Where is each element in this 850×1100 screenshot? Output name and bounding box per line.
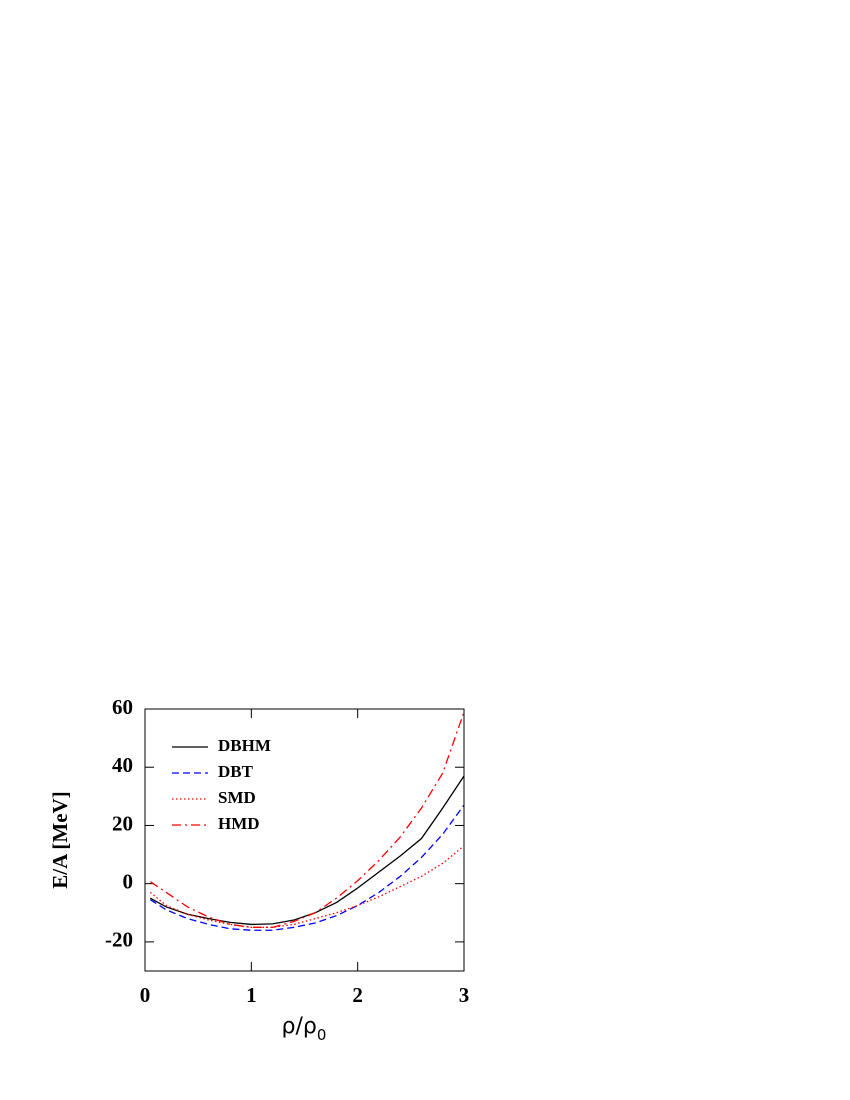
line-series [149,845,465,928]
y-tick-label: 40 [112,753,133,777]
legend-label: DBT [218,762,254,781]
y-tick-label: 0 [123,869,134,893]
legend-label: DBHM [218,736,271,755]
x-axis-label-main: ρ/ρ [282,1014,317,1039]
y-tick-label: -20 [105,928,133,952]
x-tick-label: 3 [459,983,470,1007]
x-axis-label: ρ/ρ0 [282,1014,327,1044]
x-tick-label: 0 [140,983,151,1007]
line-series [149,804,465,931]
x-tick-label: 2 [352,983,363,1007]
x-axis-label-sub: 0 [317,1026,327,1044]
x-tick-label: 1 [246,983,257,1007]
y-tick-label: 20 [112,811,133,835]
y-axis-label: E/A [MeV] [48,791,72,888]
legend-label: HMD [218,814,260,833]
line-series [149,711,465,928]
plot-frame [144,708,465,972]
y-tick-label: 60 [112,695,133,719]
legend-label: SMD [218,788,256,807]
line-series [150,775,465,926]
